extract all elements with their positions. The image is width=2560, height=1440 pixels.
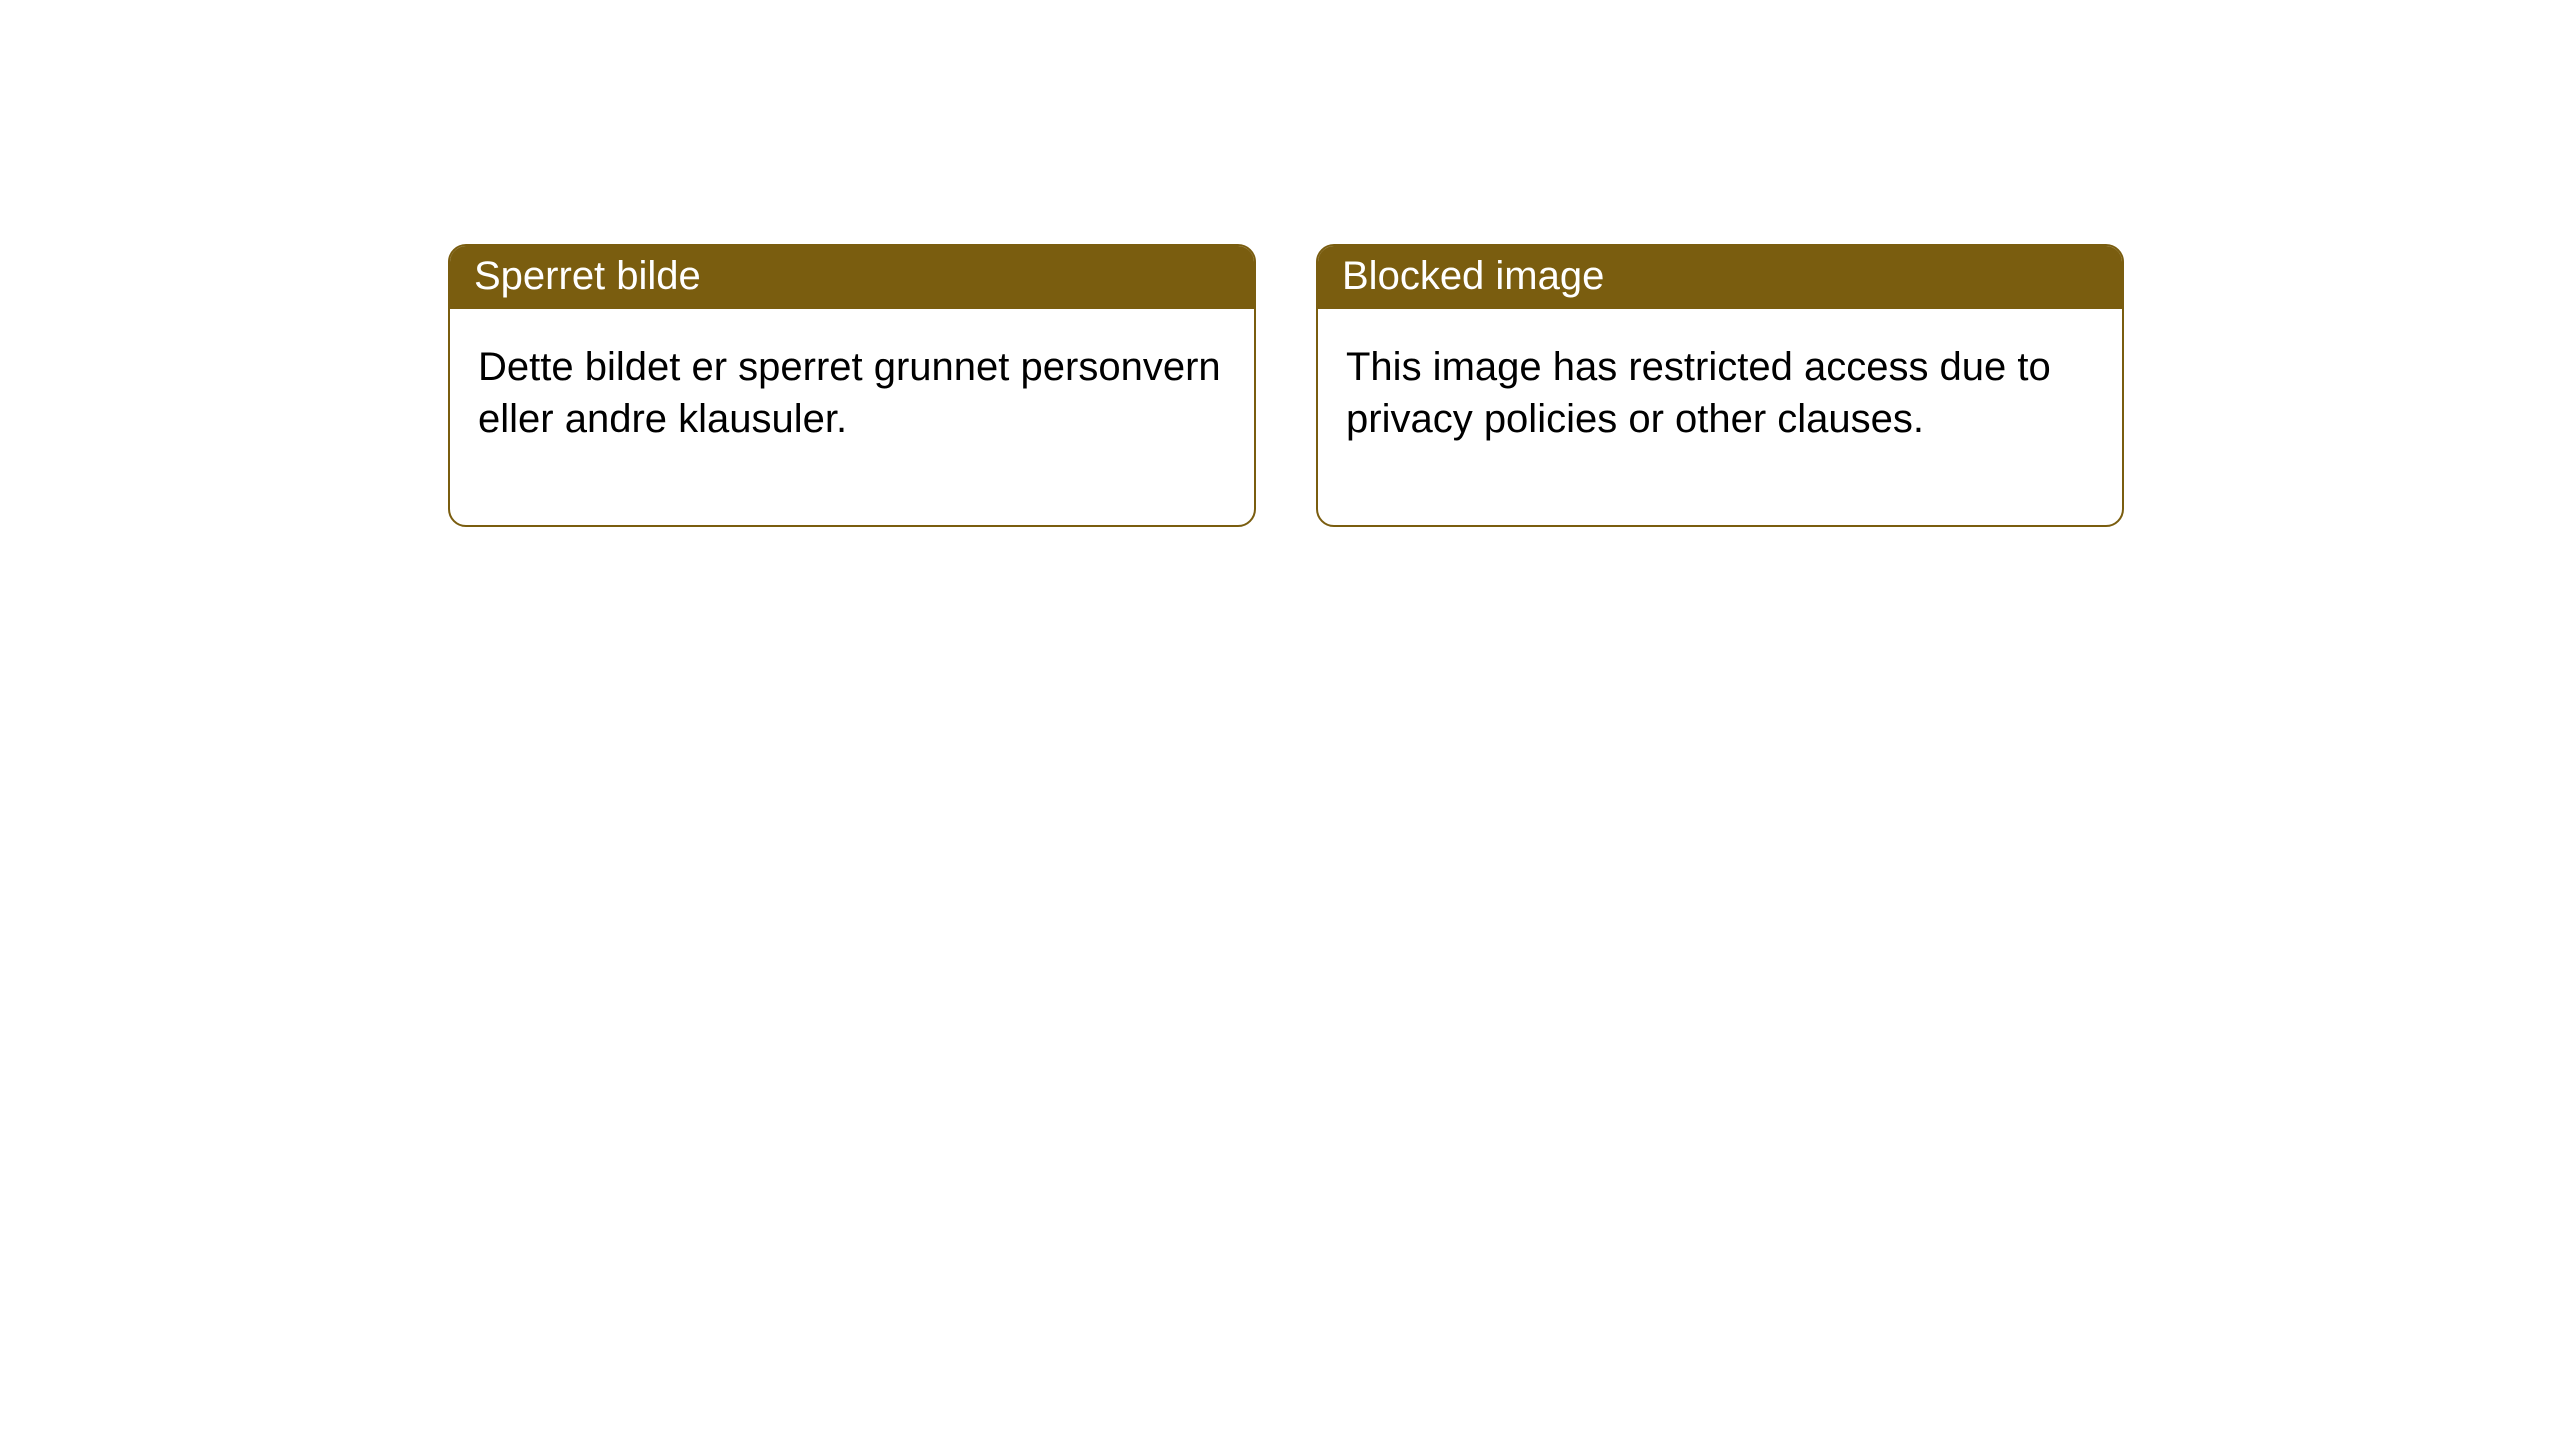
notice-title: Blocked image xyxy=(1342,254,1604,298)
notice-card-english: Blocked image This image has restricted … xyxy=(1316,244,2124,527)
notice-card-norwegian: Sperret bilde Dette bildet er sperret gr… xyxy=(448,244,1256,527)
notice-header: Blocked image xyxy=(1318,246,2122,309)
notice-header: Sperret bilde xyxy=(450,246,1254,309)
notice-body: Dette bildet er sperret grunnet personve… xyxy=(450,309,1254,525)
notice-body: This image has restricted access due to … xyxy=(1318,309,2122,525)
notice-title: Sperret bilde xyxy=(474,254,701,298)
notice-body-text: This image has restricted access due to … xyxy=(1346,345,2051,441)
notice-body-text: Dette bildet er sperret grunnet personve… xyxy=(478,345,1221,441)
notice-container: Sperret bilde Dette bildet er sperret gr… xyxy=(0,0,2560,527)
